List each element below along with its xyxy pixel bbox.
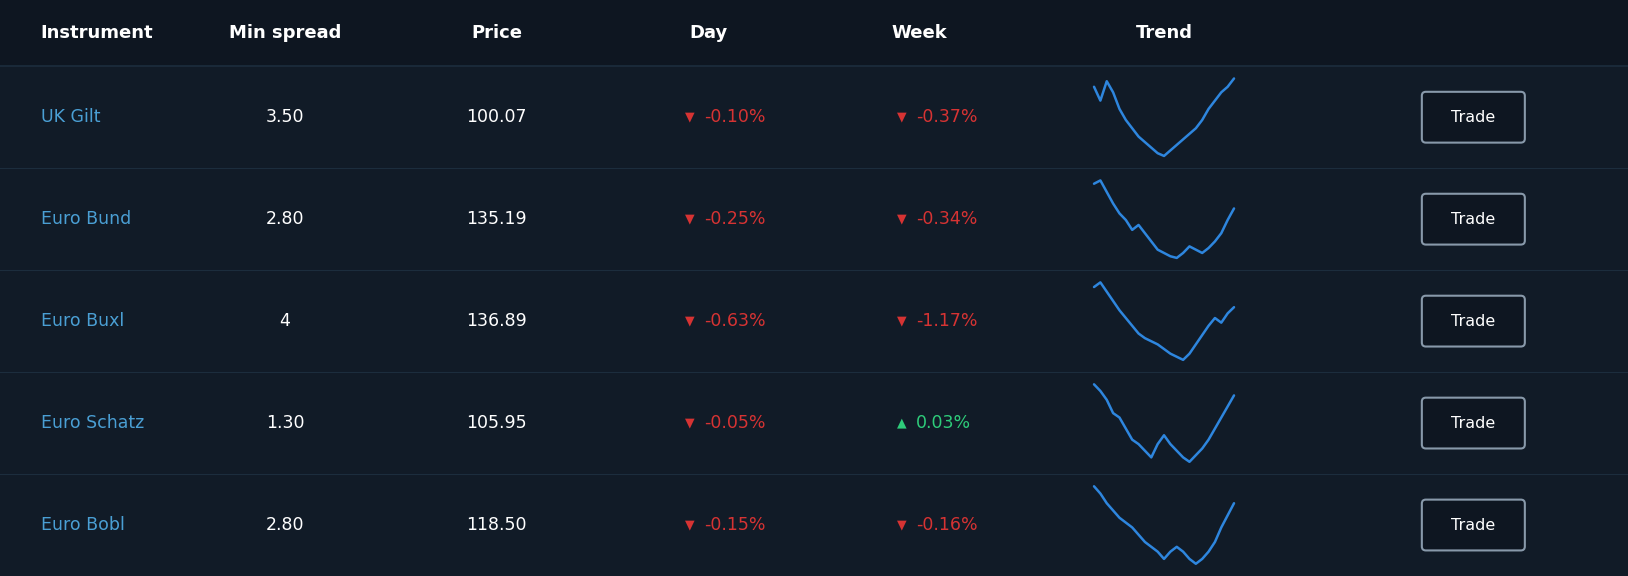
Text: 136.89: 136.89	[466, 312, 527, 330]
Text: Instrument: Instrument	[41, 24, 153, 42]
Text: ▼: ▼	[897, 314, 907, 328]
Text: Euro Buxl: Euro Buxl	[41, 312, 124, 330]
Text: Trade: Trade	[1451, 211, 1496, 227]
Text: -0.25%: -0.25%	[705, 210, 765, 228]
FancyBboxPatch shape	[1421, 295, 1525, 347]
Text: Euro Bobl: Euro Bobl	[41, 516, 125, 534]
Text: Week: Week	[892, 24, 947, 42]
Text: ▼: ▼	[897, 111, 907, 124]
Text: Min spread: Min spread	[228, 24, 342, 42]
Bar	[0, 270, 1628, 372]
Text: Euro Bund: Euro Bund	[41, 210, 130, 228]
FancyBboxPatch shape	[1421, 499, 1525, 551]
Text: 4: 4	[280, 312, 290, 330]
Text: 2.80: 2.80	[265, 516, 304, 534]
Text: Trade: Trade	[1451, 313, 1496, 329]
Text: -0.63%: -0.63%	[705, 312, 765, 330]
Text: ▼: ▼	[685, 416, 695, 430]
Text: 118.50: 118.50	[466, 516, 527, 534]
Text: -0.34%: -0.34%	[917, 210, 977, 228]
FancyBboxPatch shape	[1421, 194, 1525, 245]
Bar	[0, 474, 1628, 576]
Bar	[0, 168, 1628, 270]
Text: ▼: ▼	[685, 111, 695, 124]
Text: Price: Price	[470, 24, 523, 42]
FancyBboxPatch shape	[1421, 92, 1525, 143]
Text: ▲: ▲	[897, 416, 907, 430]
Text: 100.07: 100.07	[466, 108, 527, 126]
Text: 0.03%: 0.03%	[917, 414, 970, 432]
Text: 3.50: 3.50	[265, 108, 304, 126]
Text: Trade: Trade	[1451, 109, 1496, 125]
Text: 135.19: 135.19	[466, 210, 527, 228]
Text: ▼: ▼	[685, 518, 695, 532]
Text: ▼: ▼	[685, 213, 695, 226]
Text: Trend: Trend	[1135, 24, 1193, 42]
Text: -0.05%: -0.05%	[705, 414, 765, 432]
Text: Trade: Trade	[1451, 415, 1496, 431]
Bar	[0, 0, 1628, 66]
Text: 2.80: 2.80	[265, 210, 304, 228]
Bar	[0, 372, 1628, 474]
Text: ▼: ▼	[897, 518, 907, 532]
Bar	[0, 66, 1628, 168]
Text: -0.10%: -0.10%	[705, 108, 765, 126]
Text: -1.17%: -1.17%	[917, 312, 977, 330]
Text: -0.15%: -0.15%	[705, 516, 765, 534]
FancyBboxPatch shape	[1421, 397, 1525, 449]
Text: UK Gilt: UK Gilt	[41, 108, 101, 126]
Text: ▼: ▼	[685, 314, 695, 328]
Text: Day: Day	[689, 24, 728, 42]
Text: -0.37%: -0.37%	[917, 108, 977, 126]
Text: Euro Schatz: Euro Schatz	[41, 414, 143, 432]
Text: -0.16%: -0.16%	[917, 516, 977, 534]
Text: ▼: ▼	[897, 213, 907, 226]
Text: 105.95: 105.95	[466, 414, 527, 432]
Text: Trade: Trade	[1451, 517, 1496, 533]
Text: 1.30: 1.30	[265, 414, 304, 432]
